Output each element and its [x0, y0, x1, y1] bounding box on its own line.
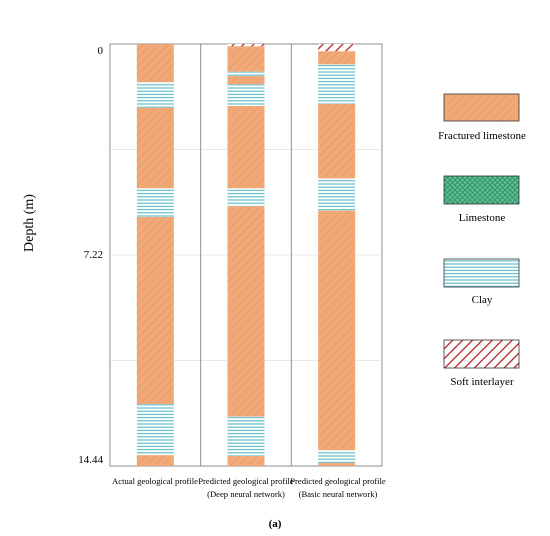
legend-swatch-limestone	[443, 175, 520, 205]
legend-swatch-fractured-limestone	[443, 93, 520, 122]
layer-soft	[318, 44, 356, 52]
figure-caption: (a)	[269, 518, 282, 530]
layer-soft	[227, 44, 265, 47]
y-tick-label: 0	[98, 45, 104, 57]
profile-column	[136, 44, 174, 466]
layer-fractured	[227, 105, 265, 189]
layer-fractured	[227, 76, 265, 85]
y-tick-label: 14.44	[78, 454, 103, 466]
profile-column	[318, 44, 356, 466]
layer-fractured	[136, 455, 174, 466]
layer-fractured	[318, 51, 356, 65]
layer-clay	[136, 82, 174, 108]
y-axis-label: Depth (m)	[22, 194, 37, 252]
layer-clay	[227, 416, 265, 457]
column-label-basic: Predicted geological profile	[290, 476, 386, 486]
layer-fractured	[136, 44, 174, 83]
layer-fractured	[227, 46, 265, 72]
legend-swatch-soft-interlayer	[443, 339, 520, 369]
layer-clay	[318, 450, 356, 464]
legend-label: Clay	[472, 294, 493, 306]
column-label-basic-sub: (Basic neural network)	[299, 489, 378, 499]
column-label-deep: Predicted geological profile	[198, 476, 294, 486]
layer-fractured	[318, 210, 356, 451]
layer-fractured	[227, 456, 265, 466]
layer-clay	[136, 188, 174, 218]
layer-fractured	[318, 463, 356, 466]
legend-label: Soft interlayer	[450, 376, 514, 388]
layer-clay	[227, 188, 265, 207]
layer-fractured	[227, 206, 265, 417]
layer-fractured	[318, 103, 356, 179]
legend-swatch-clay	[443, 258, 520, 288]
layer-clay	[227, 71, 265, 77]
column-label-deep-sub: (Deep neural network)	[207, 489, 285, 499]
column-label-actual: Actual geological profile	[112, 476, 198, 486]
legend-label: Fractured limestone	[438, 130, 526, 142]
profile-column	[227, 44, 265, 466]
layer-fractured	[136, 217, 174, 405]
y-tick-label: 7.22	[84, 249, 103, 261]
layer-clay	[318, 64, 356, 104]
profile-columns	[136, 44, 356, 466]
layer-fractured	[136, 107, 174, 189]
legend-label: Limestone	[459, 212, 506, 224]
layer-clay	[136, 404, 174, 456]
layer-clay	[318, 178, 356, 211]
legend: Fractured limestone Limestone Clay Soft …	[438, 93, 526, 388]
layer-clay	[227, 84, 265, 106]
